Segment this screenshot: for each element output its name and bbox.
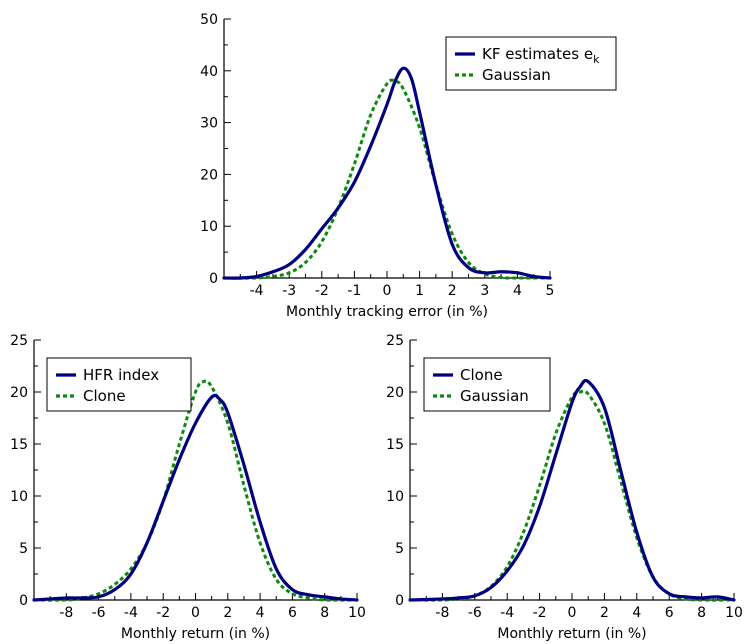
y-tick-label: 25 bbox=[10, 333, 28, 349]
x-axis-label: Monthly return (in %) bbox=[121, 626, 270, 642]
x-tick-label: -2 bbox=[533, 605, 547, 621]
x-tick-label: 2 bbox=[448, 283, 457, 299]
y-tick-label: 30 bbox=[200, 116, 218, 132]
chart-top: 0 10 20 30 40 50 -4 -3 -2 -1 0 1 2 3 4 5 Monthly trackin… bbox=[200, 12, 617, 320]
y-tick-label: 40 bbox=[200, 64, 218, 80]
x-tick-label: -6 bbox=[468, 605, 482, 621]
y-tick-label: 25 bbox=[386, 333, 404, 349]
x-tick-label: 4 bbox=[632, 605, 641, 621]
x-tick-label: 5 bbox=[546, 283, 555, 299]
x-tick-label: -6 bbox=[92, 605, 106, 621]
x-tick-label: 6 bbox=[288, 605, 297, 621]
y-tick-label: 10 bbox=[200, 219, 218, 235]
legend-label: Gaussian bbox=[460, 387, 529, 405]
x-tick-label: 10 bbox=[725, 605, 743, 621]
x-tick-label: 1 bbox=[415, 283, 424, 299]
legend-label: HFR index bbox=[83, 366, 159, 384]
legend-label: Clone bbox=[83, 387, 126, 405]
x-tick-label: -8 bbox=[59, 605, 73, 621]
x-tick-label: 2 bbox=[600, 605, 609, 621]
series-line-hfr-index bbox=[32, 393, 359, 602]
x-tick-label: 4 bbox=[256, 605, 265, 621]
legend-box bbox=[445, 36, 617, 91]
y-tick-label: 15 bbox=[386, 437, 404, 453]
series-line-clone bbox=[33, 379, 358, 602]
legend: Clone Gaussian bbox=[423, 357, 551, 412]
y-tick-label: 20 bbox=[200, 167, 218, 183]
y-tick-label: 15 bbox=[10, 437, 28, 453]
series-line-kf-estimates-e bbox=[222, 66, 552, 280]
y-tick-label: 0 bbox=[19, 593, 28, 609]
legend-label: Clone bbox=[460, 366, 503, 384]
x-axis-label: Monthly tracking error (in %) bbox=[286, 304, 488, 320]
x-tick-label: 10 bbox=[348, 605, 366, 621]
legend-box bbox=[46, 357, 192, 412]
x-tick-label: 0 bbox=[191, 605, 200, 621]
x-tick-label: -4 bbox=[250, 283, 264, 299]
x-tick-label: 8 bbox=[697, 605, 706, 621]
x-tick-label: 0 bbox=[568, 605, 577, 621]
y-tick-label: 10 bbox=[10, 489, 28, 505]
y-tick-label: 20 bbox=[10, 385, 28, 401]
legend-label: KF estimates ek bbox=[482, 45, 600, 66]
series-line-clone bbox=[408, 378, 736, 602]
series-line-gaussian bbox=[223, 78, 551, 280]
x-tick-label: -3 bbox=[282, 283, 296, 299]
series-line-gaussian bbox=[409, 389, 735, 602]
x-tick-label: 2 bbox=[223, 605, 232, 621]
x-tick-label: -2 bbox=[156, 605, 170, 621]
y-tick-label: 5 bbox=[395, 541, 404, 557]
x-tick-label: 6 bbox=[665, 605, 674, 621]
legend-label: Gaussian bbox=[482, 66, 551, 84]
x-tick-label: -2 bbox=[315, 283, 329, 299]
x-tick-label: -4 bbox=[500, 605, 514, 621]
x-tick-label: 8 bbox=[320, 605, 329, 621]
y-tick-label: 50 bbox=[200, 12, 218, 28]
chart-bottom-right: 0 5 10 15 20 25 -8 -6 -4 -2 0 2 4 6 8 10 Monthly return … bbox=[386, 333, 743, 642]
x-tick-label: 4 bbox=[513, 283, 522, 299]
x-tick-label: 0 bbox=[383, 283, 392, 299]
legend: HFR index Clone bbox=[46, 357, 192, 412]
y-tick-label: 20 bbox=[386, 385, 404, 401]
y-tick-label: 5 bbox=[19, 541, 28, 557]
x-axis-label: Monthly return (in %) bbox=[497, 626, 646, 642]
y-tick-label: 10 bbox=[386, 489, 404, 505]
y-tick-label: 0 bbox=[395, 593, 404, 609]
x-tick-label: -4 bbox=[124, 605, 138, 621]
x-tick-label: 3 bbox=[480, 283, 489, 299]
legend-box bbox=[423, 357, 551, 412]
y-tick-label: 0 bbox=[209, 271, 218, 287]
x-tick-label: -8 bbox=[435, 605, 449, 621]
x-tick-label: -1 bbox=[347, 283, 361, 299]
chart-bottom-left: 0 5 10 15 20 25 -8 -6 -4 -2 0 2 4 6 8 10 Monthly return … bbox=[10, 333, 366, 642]
